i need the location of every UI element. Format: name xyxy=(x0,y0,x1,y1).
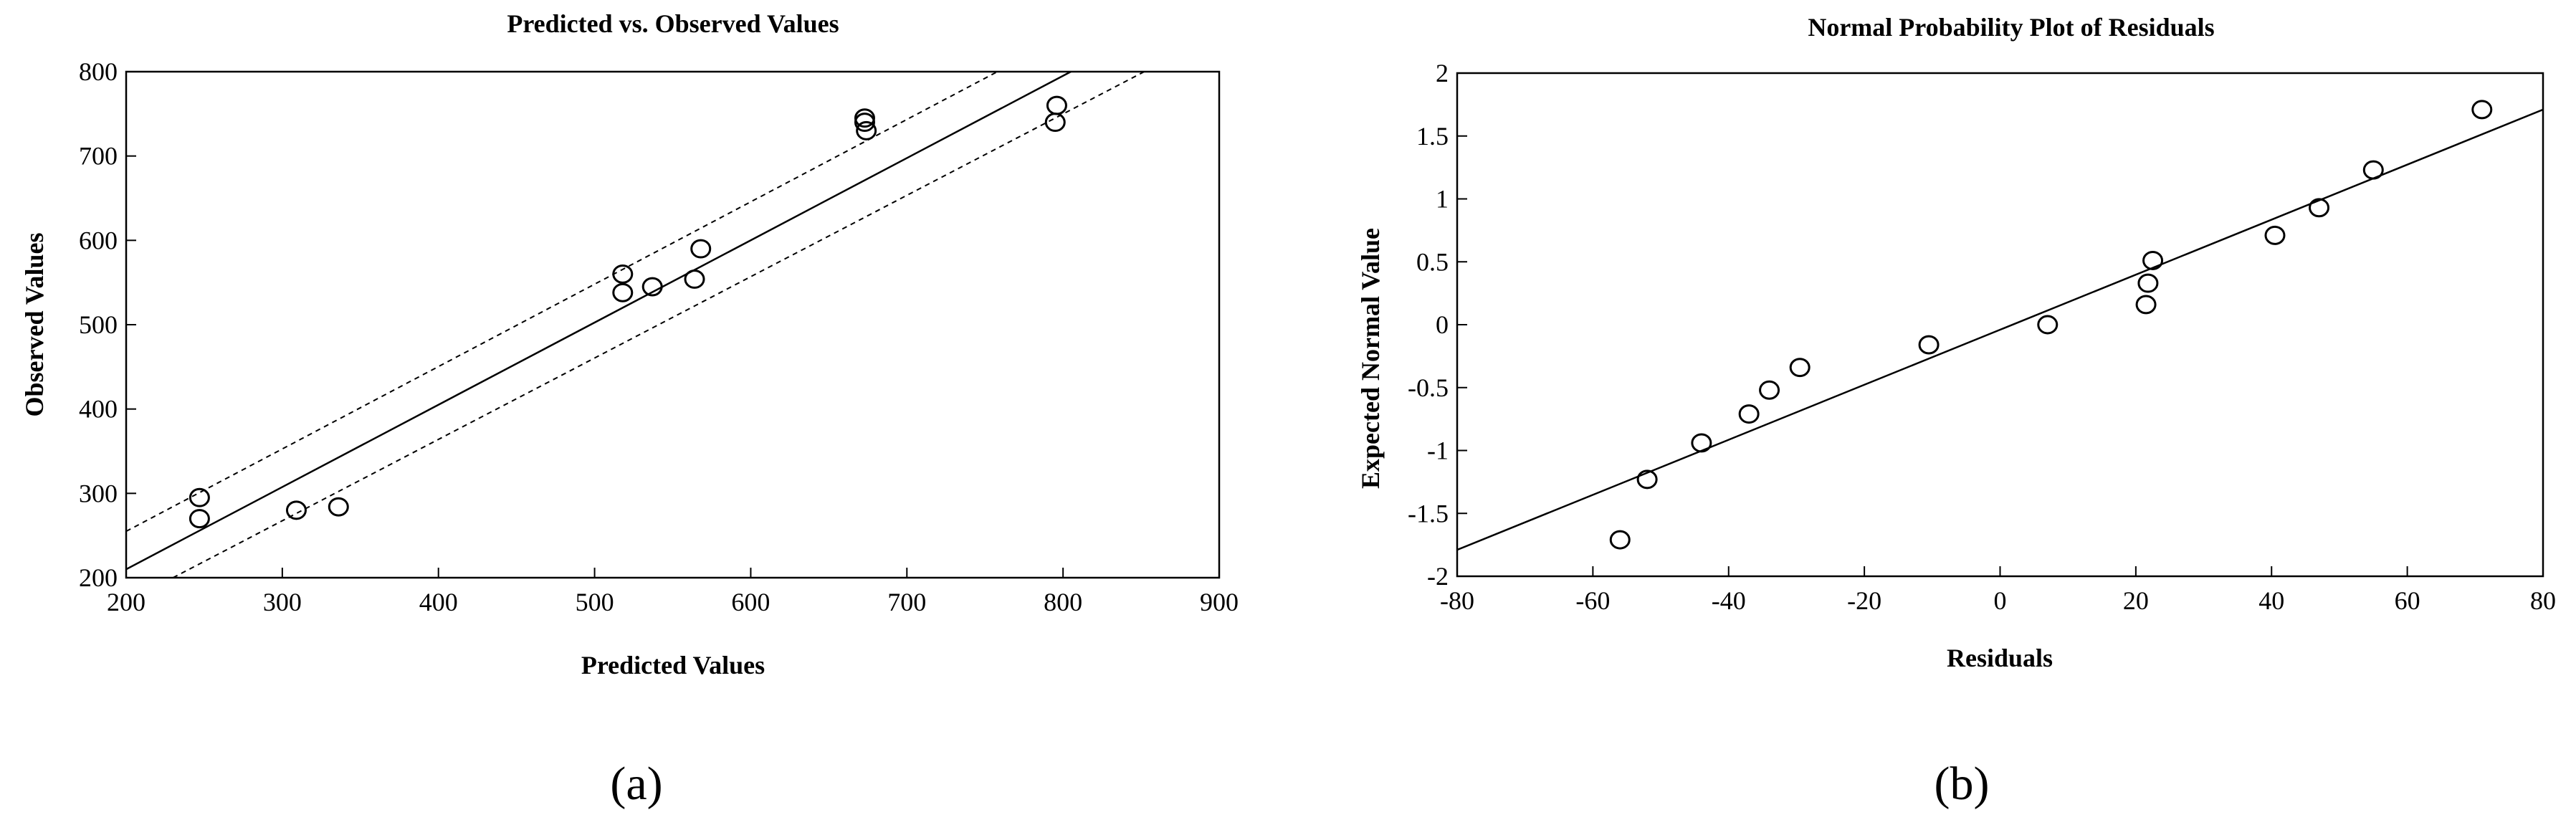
chart-a-y-axis-label: Observed Values xyxy=(20,232,49,416)
chart-a-y-tick-label-5: 700 xyxy=(79,142,118,171)
chart-a-title: Predicted vs. Observed Values xyxy=(507,9,839,38)
chart-a-y-tick-label-1: 300 xyxy=(79,479,118,507)
chart-a-data-point-3 xyxy=(328,497,349,517)
chart-a-y-tick-label-6: 800 xyxy=(79,57,118,86)
chart-a-data-point-10 xyxy=(854,113,875,133)
chart-b-panel-label: (b) xyxy=(1935,758,1990,810)
chart-a-data-point-4 xyxy=(612,264,634,284)
chart-a-lower-confidence-line xyxy=(172,72,1145,578)
chart-b-y-tick-label-1: -1.5 xyxy=(1408,499,1449,528)
chart-b-x-ticks: -80 -60 -40 -20 0 20 40 60 80 xyxy=(1440,566,2556,615)
chart-a-x-tick-label-7: 900 xyxy=(1200,588,1239,616)
chart-b-y-tick-label-5: 0.5 xyxy=(1416,247,1449,276)
chart-b-data-point-9 xyxy=(2137,273,2159,293)
chart-b-data-point-3 xyxy=(1738,404,1760,424)
chart-b-data-point-14 xyxy=(2471,100,2493,120)
chart-a-x-tick-label-1: 300 xyxy=(263,588,302,616)
chart-a-data-point-13 xyxy=(1044,113,1066,133)
chart-b-data-point-2 xyxy=(1691,433,1712,453)
chart-a-data-point-2 xyxy=(285,500,307,520)
chart-b-data-point-8 xyxy=(2135,295,2157,315)
chart-b-y-ticks: -2 -1.5 -1 -0.5 0 0.5 1 1.5 2 xyxy=(1408,59,1467,591)
chart-a-x-ticks: 200 300 400 500 600 700 800 900 xyxy=(107,568,1239,616)
chart-b-data-point-7 xyxy=(2037,315,2059,335)
chart-a-data-point-6 xyxy=(641,277,663,297)
chart-a-data-point-12 xyxy=(1046,95,1067,115)
chart-a-fit-line xyxy=(126,72,1072,571)
chart-b-y-tick-label-6: 1 xyxy=(1436,185,1449,214)
chart-a-y-tick-label-3: 500 xyxy=(79,310,118,339)
chart-a-x-axis-label: Predicted Values xyxy=(581,651,765,679)
chart-b-x-tick-label-6: 40 xyxy=(2258,586,2284,615)
chart-a-data-point-1 xyxy=(189,509,210,529)
chart-b-x-tick-label-5: 20 xyxy=(2123,586,2149,615)
chart-b-x-tick-label-0: -80 xyxy=(1440,586,1474,615)
chart-a-data-point-7 xyxy=(684,269,705,289)
chart-a-upper-confidence-line xyxy=(126,72,998,533)
chart-a-x-tick-label-0: 200 xyxy=(107,588,146,616)
chart-a-x-tick-label-5: 700 xyxy=(887,588,926,616)
chart-b-x-tick-label-8: 80 xyxy=(2530,586,2556,615)
panel-a-chart: Predicted vs. Observed Values 200 300 400 5… xyxy=(20,9,1239,810)
chart-a-panel-label: (a) xyxy=(610,758,662,810)
chart-a-data-point-0 xyxy=(189,487,210,507)
chart-b-x-tick-label-4: 0 xyxy=(1994,586,2007,615)
chart-b-data-point-6 xyxy=(1918,335,1940,355)
chart-b-x-tick-label-3: -20 xyxy=(1847,586,1881,615)
chart-b-x-tick-label-1: -60 xyxy=(1575,586,1610,615)
chart-b-y-tick-label-0: -2 xyxy=(1427,562,1449,591)
chart-b-data-point-0 xyxy=(1609,530,1631,550)
chart-b-y-tick-label-2: -1 xyxy=(1427,437,1449,465)
chart-b-y-tick-label-7: 1.5 xyxy=(1416,122,1449,151)
chart-a-lines xyxy=(126,72,1145,578)
chart-a-data-point-5 xyxy=(612,282,634,302)
chart-a-y-tick-label-2: 400 xyxy=(79,395,118,424)
chart-a-y-ticks: 200 300 400 500 600 700 800 xyxy=(79,57,136,592)
chart-a-x-tick-label-3: 500 xyxy=(576,588,614,616)
chart-b-x-axis-label: Residuals xyxy=(1947,644,2053,672)
chart-b-y-tick-label-8: 2 xyxy=(1436,59,1449,87)
chart-a-plot-frame xyxy=(125,70,1221,579)
chart-b-x-tick-label-7: 60 xyxy=(2395,586,2420,615)
chart-b-data-point-1 xyxy=(1636,469,1658,490)
chart-a-x-tick-label-2: 400 xyxy=(419,588,458,616)
chart-a-points xyxy=(189,95,1067,529)
chart-b-y-axis-label: Expected Normal Value xyxy=(1356,228,1385,489)
chart-a-x-tick-label-6: 800 xyxy=(1044,588,1082,616)
chart-b-y-tick-label-4: 0 xyxy=(1436,310,1449,339)
chart-b-data-point-4 xyxy=(1759,380,1780,400)
chart-b-data-point-10 xyxy=(2142,251,2164,270)
chart-a-x-tick-label-4: 600 xyxy=(731,588,770,616)
chart-b-y-tick-label-3: -0.5 xyxy=(1408,373,1449,402)
chart-b-x-tick-label-2: -40 xyxy=(1712,586,1746,615)
chart-a-data-point-11 xyxy=(856,120,877,140)
chart-b-data-point-12 xyxy=(2309,198,2330,218)
chart-b-plot-frame xyxy=(1456,72,2544,578)
panel-b-chart: Normal Probability Plot of Residuals -80… xyxy=(1356,13,2556,810)
chart-b-points xyxy=(1609,100,2493,550)
chart-b-title: Normal Probability Plot of Residuals xyxy=(1808,13,2214,42)
chart-a-y-tick-label-0: 200 xyxy=(79,563,118,592)
chart-b-data-point-11 xyxy=(2264,225,2286,245)
chart-b-data-point-5 xyxy=(1789,358,1811,378)
chart-a-data-point-8 xyxy=(690,239,712,259)
chart-b-data-point-13 xyxy=(2362,160,2384,180)
chart-a-y-tick-label-4: 600 xyxy=(79,226,118,254)
